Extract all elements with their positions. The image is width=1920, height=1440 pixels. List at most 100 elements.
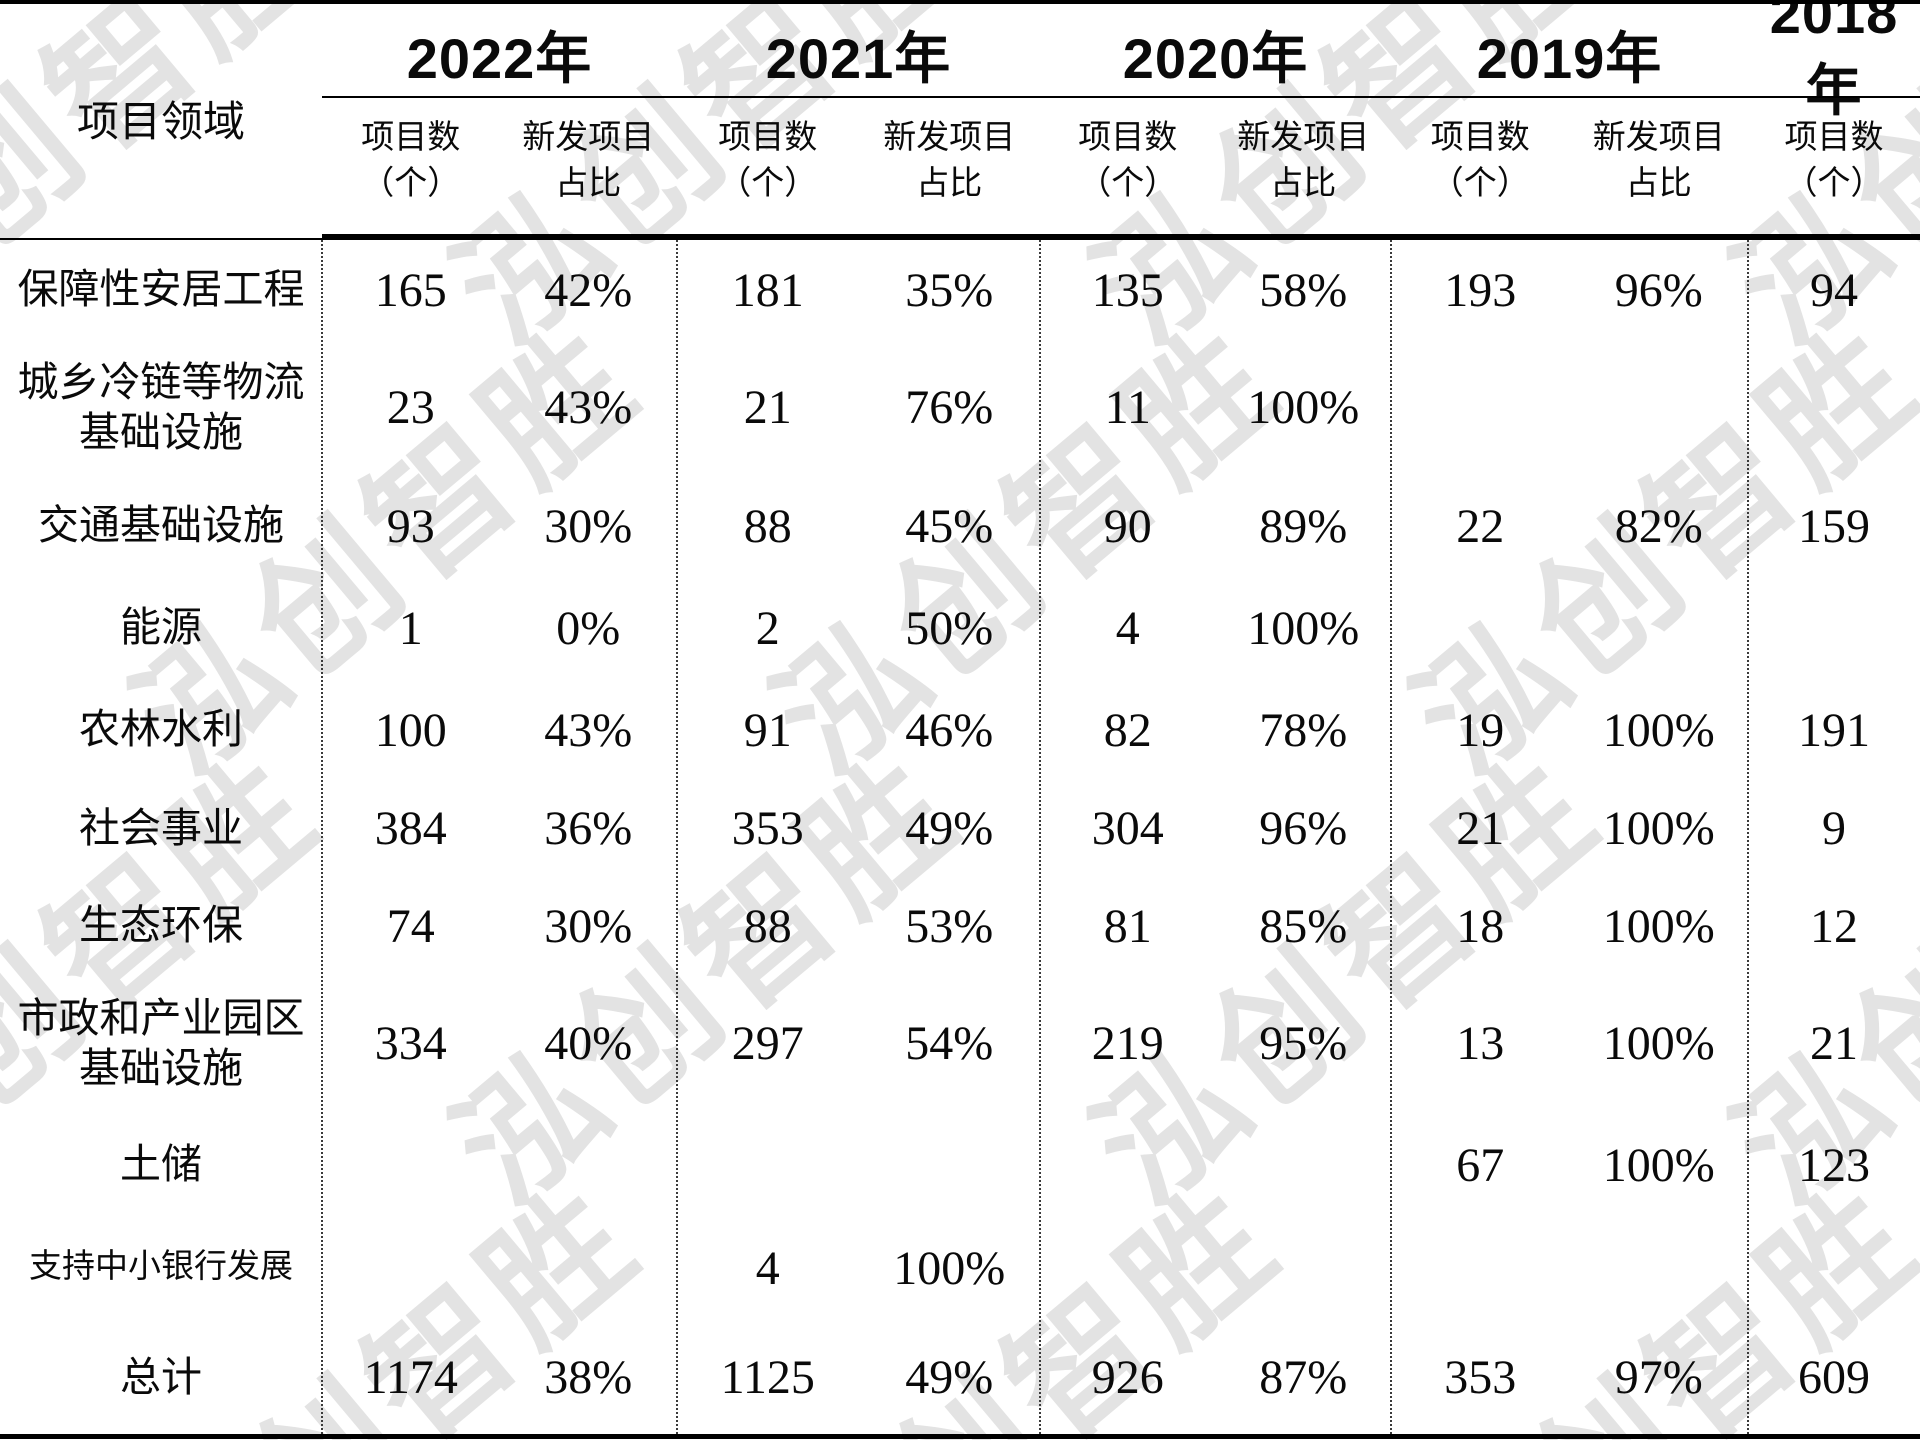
data-cell: 46% (905, 703, 994, 757)
data-cell: 96% (1614, 263, 1703, 317)
data-cell: 11 (1104, 381, 1151, 434)
year-header: 2019年 (1476, 26, 1663, 90)
data-cell: 23 (386, 381, 435, 434)
data-cell: 1 (398, 601, 423, 655)
sub-header-line2: 占比 (1270, 166, 1337, 202)
data-cell: 82% (1614, 499, 1703, 553)
year-header: 2018年 (1769, 0, 1899, 122)
sub-header-line1: 新发项目 (522, 120, 655, 157)
data-cell: 100% (893, 1241, 1006, 1295)
sub-header-line2: 占比 (1625, 166, 1692, 202)
row-label: 支持中小银行发展 (29, 1249, 293, 1286)
sub-header-line1: 项目数 (1784, 120, 1884, 157)
sub-header-project-count: 项目数 （个） (322, 100, 500, 234)
data-cell: 45% (905, 499, 994, 553)
data-cell: 82 (1103, 703, 1152, 757)
sub-header-line1: 新发项目 (1592, 120, 1725, 157)
data-cell: 100% (1602, 703, 1715, 757)
sub-header-line1: 项目数 (718, 120, 818, 157)
data-cell: 30% (544, 899, 633, 953)
header-bottom-rule-left (0, 238, 322, 240)
data-cell: 21 (1810, 1017, 1858, 1070)
data-cell: 22 (1456, 499, 1505, 553)
row-label: 农林水利 (79, 706, 243, 753)
data-cell: 43% (544, 703, 633, 757)
data-cell: 18 (1456, 899, 1505, 953)
data-cell: 100% (1247, 601, 1360, 655)
data-cell: 609 (1798, 1351, 1870, 1404)
row-label: 保障性安居工程 (17, 266, 305, 313)
sub-header-project-count: 项目数 （个） (1748, 100, 1920, 234)
row-label: 土储 (120, 1141, 202, 1188)
data-cell: 100% (1247, 381, 1360, 434)
column-divider (1039, 240, 1041, 1434)
data-cell: 93 (386, 499, 435, 553)
sub-header-new-project-share: 新发项目 占比 (1570, 100, 1749, 234)
data-cell: 89% (1259, 499, 1348, 553)
data-cell: 353 (1444, 1351, 1517, 1404)
column-divider (676, 240, 678, 1434)
data-cell: 85% (1259, 899, 1348, 953)
year-header: 2022年 (406, 26, 593, 90)
data-cell: 219 (1091, 1017, 1164, 1070)
sub-header-new-project-share: 新发项目 占比 (1216, 100, 1392, 234)
data-cell: 123 (1798, 1138, 1870, 1192)
data-cell: 95% (1259, 1017, 1348, 1070)
year-header-underline (322, 96, 1920, 98)
sub-header-line2: （个） (361, 166, 461, 202)
sub-header-line2: （个） (718, 166, 818, 202)
data-cell: 0% (556, 601, 621, 655)
data-cell: 88 (743, 499, 792, 553)
data-cell: 2 (755, 601, 780, 655)
data-cell: 926 (1091, 1351, 1164, 1404)
sub-header-project-count: 项目数 （个） (677, 100, 859, 234)
data-cell: 4 (1115, 601, 1140, 655)
data-cell: 94 (1810, 263, 1858, 317)
data-cell: 58% (1259, 263, 1348, 317)
sub-header-project-count: 项目数 （个） (1040, 100, 1216, 234)
row-label: 城乡冷链等物流基础设施 (17, 359, 305, 455)
data-cell: 13 (1456, 1017, 1505, 1070)
table-bottom-border (0, 1434, 1920, 1439)
data-cell: 30% (544, 499, 633, 553)
data-cell: 100% (1602, 899, 1715, 953)
data-cell: 53% (905, 899, 994, 953)
row-label: 社会事业 (79, 804, 243, 851)
data-cell: 19 (1456, 703, 1505, 757)
row-label: 生态环保 (79, 902, 243, 949)
data-cell: 100 (374, 703, 447, 757)
year-header: 2020年 (1122, 26, 1309, 90)
sub-header-line1: 新发项目 (883, 120, 1016, 157)
data-cell: 91 (743, 703, 792, 757)
row-label: 总计 (120, 1353, 202, 1400)
sub-header-line2: （个） (1078, 166, 1178, 202)
sub-header-line2: （个） (1430, 166, 1530, 202)
data-cell: 100% (1602, 1017, 1715, 1070)
data-cell: 165 (374, 263, 447, 317)
data-cell: 193 (1444, 263, 1517, 317)
header-bottom-rule-thick (322, 234, 1920, 240)
data-cell: 12 (1810, 899, 1858, 953)
data-cell: 38% (544, 1351, 633, 1404)
data-cell: 9 (1822, 802, 1846, 855)
data-cell: 43% (544, 381, 633, 434)
data-cell: 1125 (720, 1351, 815, 1404)
table-top-border (0, 0, 1920, 4)
data-cell: 49% (905, 1351, 994, 1404)
sub-header-new-project-share: 新发项目 占比 (500, 100, 678, 234)
data-cell: 297 (731, 1017, 804, 1070)
sub-header-line2: 占比 (555, 166, 622, 202)
data-cell: 49% (905, 802, 994, 855)
column-divider (321, 240, 323, 1434)
data-cell: 181 (731, 263, 804, 317)
data-cell: 159 (1798, 499, 1870, 553)
row-label: 市政和产业园区基础设施 (17, 995, 305, 1091)
data-cell: 90 (1103, 499, 1152, 553)
data-cell: 50% (905, 601, 994, 655)
data-cell: 96% (1259, 802, 1348, 855)
data-cell: 54% (905, 1017, 994, 1070)
data-cell: 40% (544, 1017, 633, 1070)
data-cell: 384 (374, 802, 447, 855)
data-cell: 35% (905, 263, 994, 317)
